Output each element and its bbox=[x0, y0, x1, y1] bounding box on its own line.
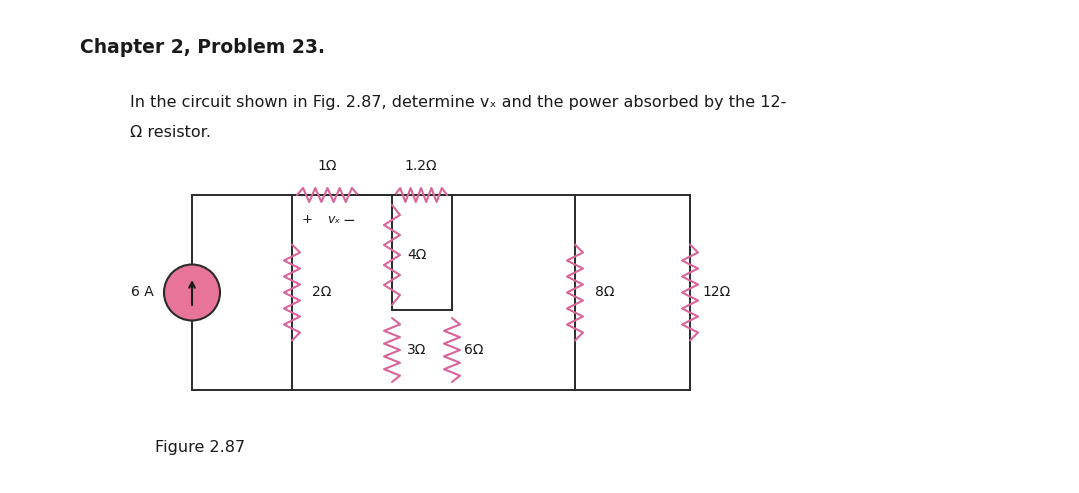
Text: 3Ω: 3Ω bbox=[407, 343, 426, 357]
Text: Ω resistor.: Ω resistor. bbox=[129, 125, 211, 140]
Text: 4Ω: 4Ω bbox=[407, 248, 426, 262]
Text: Chapter 2, Problem 23.: Chapter 2, Problem 23. bbox=[80, 38, 325, 57]
Text: 8Ω: 8Ω bbox=[595, 285, 615, 300]
Text: +: + bbox=[302, 213, 313, 226]
Text: 1Ω: 1Ω bbox=[317, 159, 338, 173]
Text: vₓ: vₓ bbox=[327, 213, 340, 226]
Text: Figure 2.87: Figure 2.87 bbox=[155, 440, 245, 455]
Text: 1.2Ω: 1.2Ω bbox=[405, 159, 437, 173]
Circle shape bbox=[164, 265, 220, 320]
Text: In the circuit shown in Fig. 2.87, determine vₓ and the power absorbed by the 12: In the circuit shown in Fig. 2.87, deter… bbox=[129, 95, 787, 110]
Text: 2Ω: 2Ω bbox=[312, 285, 331, 300]
Text: 12Ω: 12Ω bbox=[702, 285, 730, 300]
Text: 6Ω: 6Ω bbox=[464, 343, 483, 357]
Text: −: − bbox=[342, 213, 355, 228]
Text: 6 A: 6 A bbox=[132, 285, 154, 300]
